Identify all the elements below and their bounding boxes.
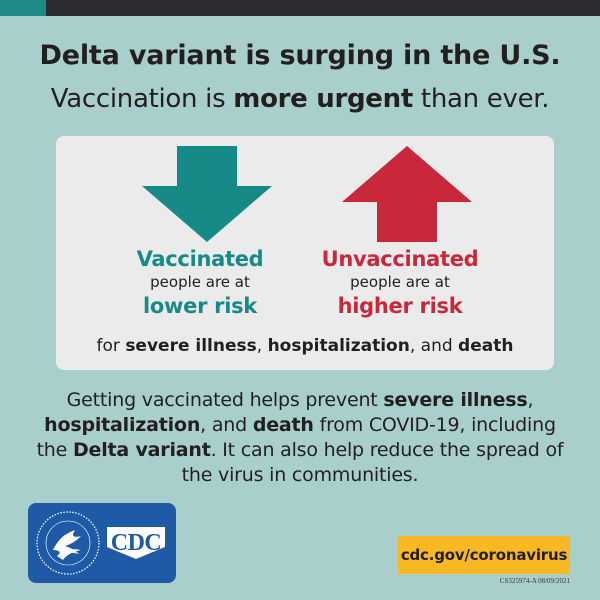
body-text: , and	[200, 414, 253, 436]
footnote-text: ,	[256, 336, 268, 356]
unvaccinated-label: Unvaccinated	[321, 247, 479, 271]
subheadline: Vaccination is more urgent than ever.	[0, 84, 600, 114]
hhs-cdc-logo: CDC	[28, 503, 176, 583]
subheadline-end: than ever.	[412, 84, 550, 114]
cdc-logo-text: CDC	[110, 530, 162, 556]
top-bar	[0, 0, 600, 16]
unvaccinated-note: people are at	[350, 273, 450, 291]
cdc-logo-shape	[107, 527, 165, 559]
vaccinated-column: Vaccinated people are at lower risk	[110, 246, 290, 320]
subheadline-emphasis: more urgent	[233, 84, 413, 114]
unvaccinated-column: Unvaccinated people are at higher risk	[310, 246, 490, 320]
body-text: Getting vaccinated helps prevent	[66, 389, 384, 411]
body-text: ,	[527, 389, 534, 411]
risk-card: Vaccinated people are at lower risk Unva…	[56, 136, 554, 370]
footnote-text: for	[96, 336, 126, 356]
arrow-up-icon	[342, 146, 472, 242]
subheadline-start: Vaccination is	[50, 84, 234, 114]
top-bar-accent	[0, 0, 46, 16]
vaccinated-note: people are at	[150, 273, 250, 291]
lower-risk-label: lower risk	[143, 294, 257, 318]
body-bold: Delta variant	[72, 439, 211, 461]
footnote-severe-illness: severe illness	[125, 336, 257, 356]
footnote-hospitalization: hospitalization	[267, 336, 410, 356]
headline: Delta variant is surging in the U.S.	[39, 40, 561, 71]
vaccinated-label: Vaccinated	[136, 247, 264, 271]
body-bold: severe illness	[383, 389, 528, 411]
body-text: from COVID-19, including the	[36, 414, 556, 461]
footnote-death: death	[458, 336, 514, 356]
hhs-eagle-seal-icon	[36, 511, 100, 575]
footnote-text: , and	[409, 336, 459, 356]
higher-risk-label: higher risk	[337, 294, 463, 318]
risk-footnote: for severe illness, hospitalization, and…	[56, 336, 554, 356]
document-code: CS325974-A 08/09/2021	[499, 577, 570, 585]
arrow-down-icon	[142, 146, 272, 242]
website-url: cdc.gov/coronavirus	[398, 536, 570, 574]
body-bold: death	[252, 414, 314, 436]
body-paragraph: Getting vaccinated helps prevent severe …	[30, 388, 570, 488]
body-bold: hospitalization	[44, 414, 201, 436]
body-text: . It can also help reduce the spread of …	[181, 439, 564, 486]
